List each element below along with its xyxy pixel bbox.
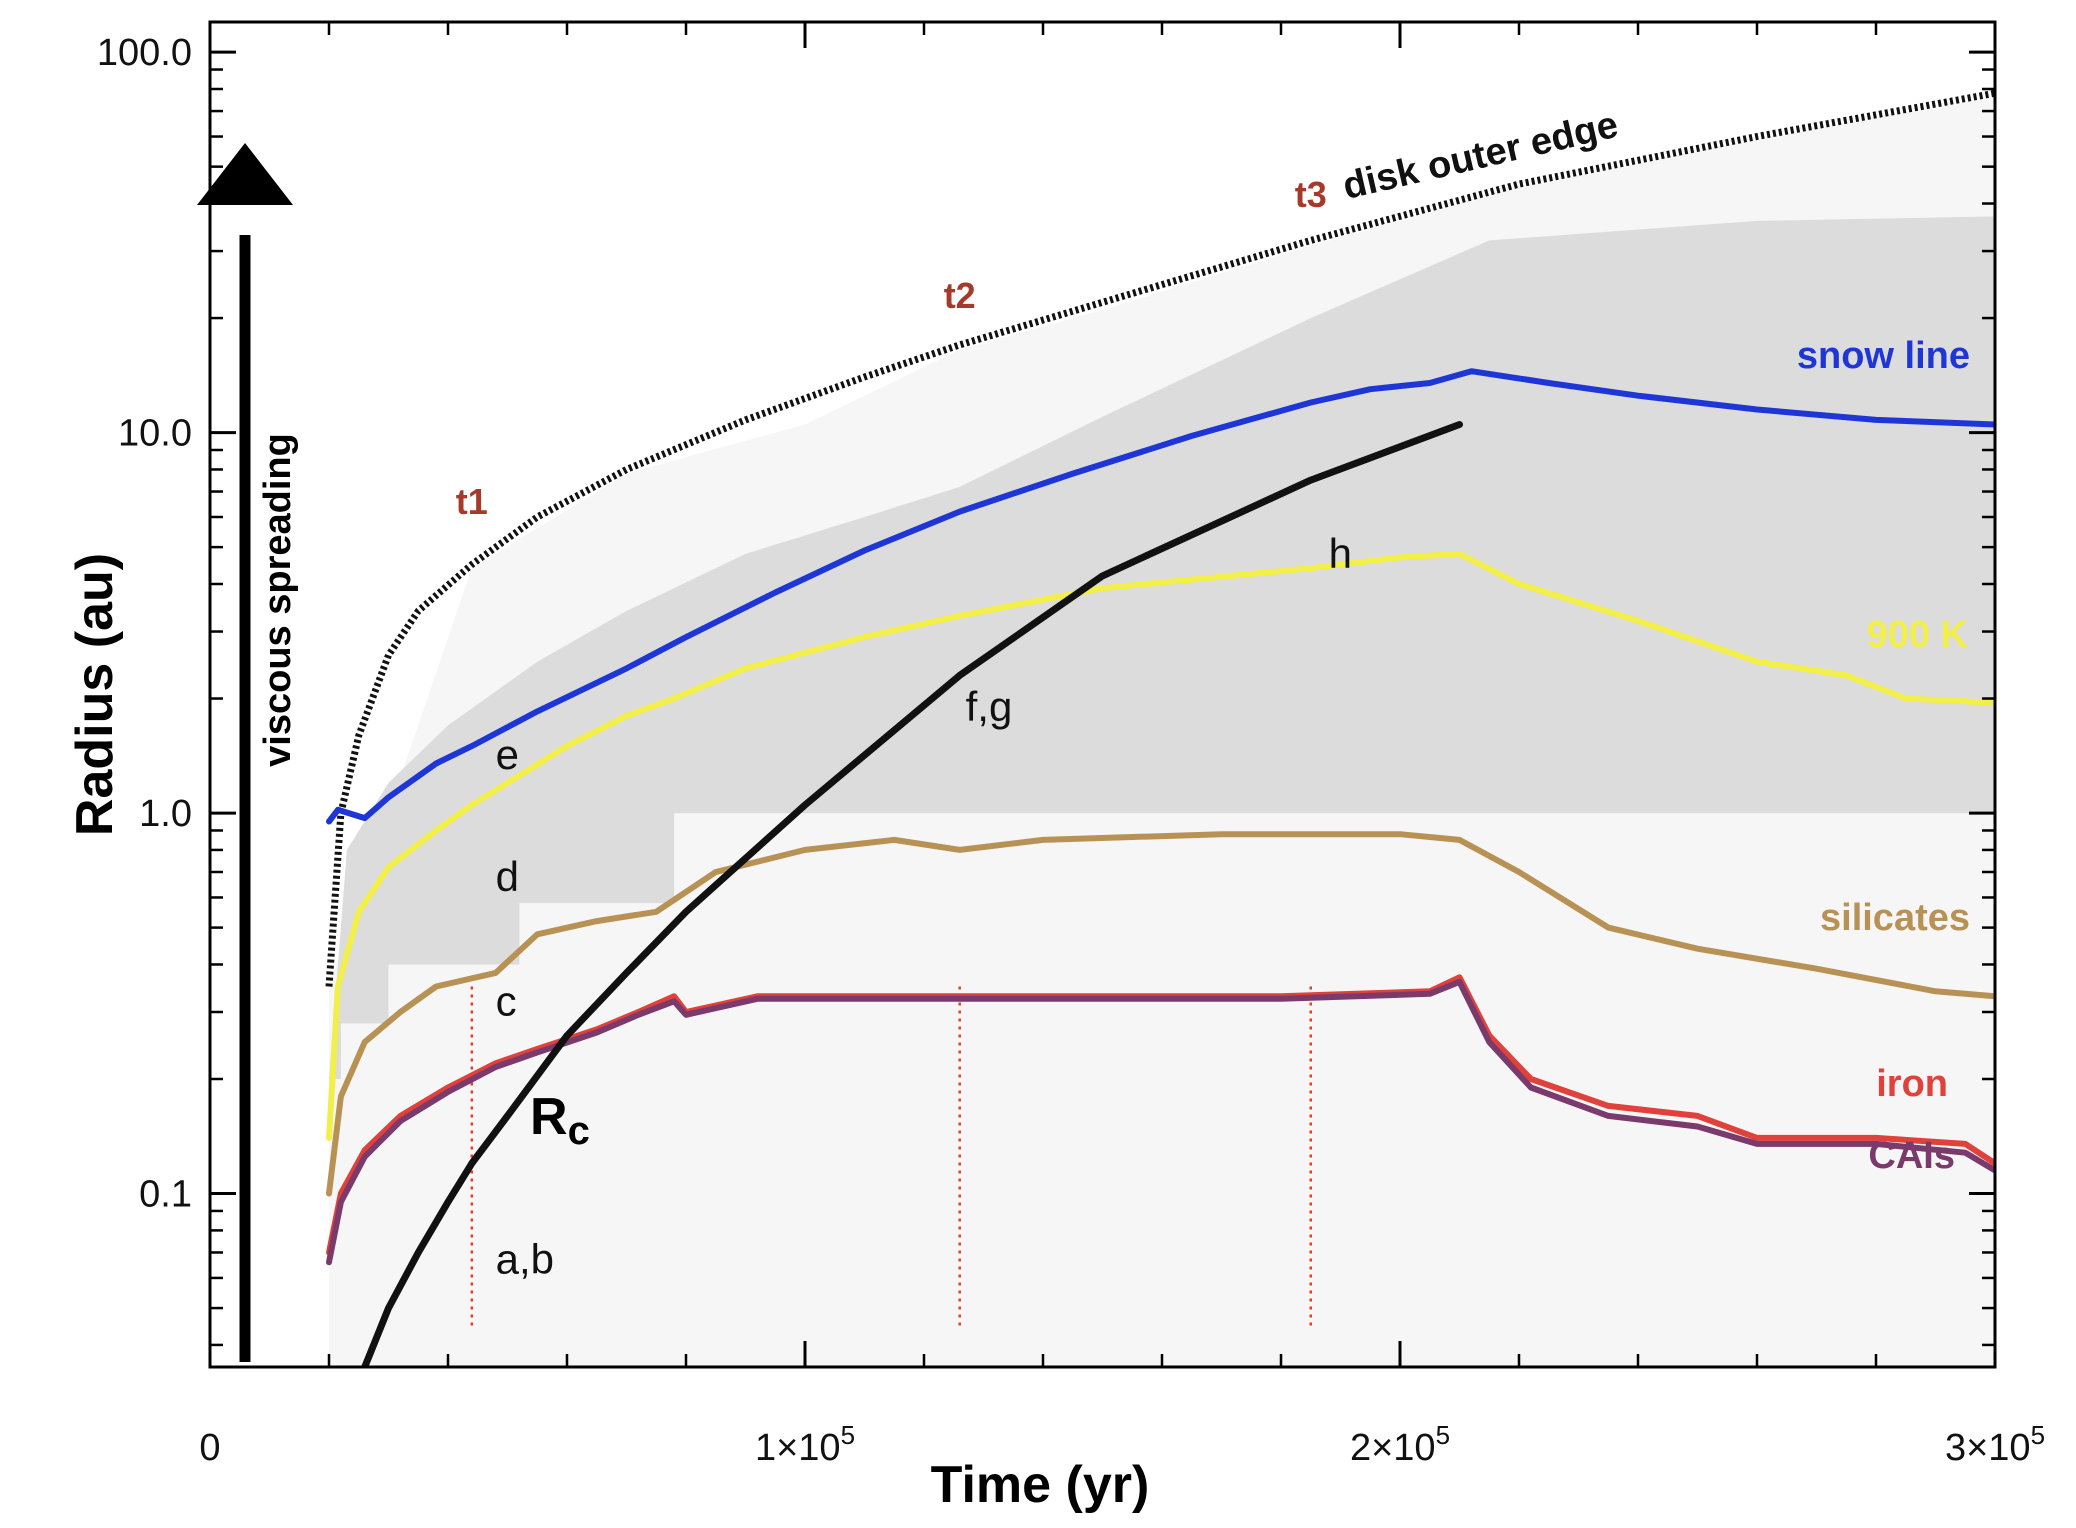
y-tick-label: 0.1: [139, 1174, 192, 1216]
x-tick-label-exponent: 5: [841, 1420, 855, 1450]
series-label-rc: Rc: [530, 1088, 590, 1153]
annotation-fg: f,g: [966, 683, 1013, 730]
x-axis-title: Time (yr): [931, 1456, 1150, 1514]
x-tick-label-base: 2×10: [1350, 1427, 1436, 1469]
x-tick-label: 0: [199, 1427, 220, 1469]
series-label-silicates: silicates: [1820, 897, 1970, 939]
annotation-e: e: [496, 731, 519, 778]
x-tick-label: 2×105: [1350, 1420, 1450, 1469]
series-line-cais: [326, 978, 1995, 1266]
y-tick-label: 1.0: [139, 793, 192, 835]
x-tick-label-exponent: 5: [1436, 1420, 1450, 1450]
series-label-snow-line: snow line: [1797, 335, 1970, 377]
x-tick-label-base: 1×10: [755, 1427, 841, 1469]
annotation-d: d: [496, 853, 519, 900]
series-line-disk-outer-edge: [325, 89, 1995, 987]
y-tick-label: 10.0: [118, 413, 192, 455]
x-tick-label-base: 3×10: [1945, 1427, 2031, 1469]
plot-frame: [208, 20, 1997, 1369]
rc-label-main: R: [530, 1088, 568, 1146]
series-line-rc: [361, 421, 1463, 1367]
arrow-head-icon: [197, 143, 293, 205]
time-marker-label-t1: t1: [456, 481, 488, 522]
x-tick-label: 1×105: [755, 1420, 855, 1469]
series-label-cais: CAIs: [1868, 1135, 1955, 1177]
series-label-iron: iron: [1876, 1063, 1948, 1105]
y-tick-label: 100.0: [97, 32, 192, 74]
shaded-region-1: [329, 216, 1995, 1079]
arrow-label: viscous spreading: [257, 433, 299, 767]
time-marker-label-t3: t3: [1295, 174, 1327, 215]
time-marker-label-t2: t2: [944, 275, 976, 316]
x-tick-label-base: 0: [199, 1427, 220, 1469]
rc-label-subscript: c: [568, 1109, 590, 1153]
annotation-ab: a,b: [496, 1236, 554, 1283]
x-tick-label-exponent: 5: [2031, 1420, 2045, 1450]
annotation-h: h: [1329, 530, 1352, 577]
y-axis-title: Radius (au): [66, 553, 124, 836]
x-tick-label: 3×105: [1945, 1420, 2045, 1469]
series-label-900-k: 900 K: [1867, 614, 1969, 656]
annotation-c: c: [496, 977, 517, 1024]
series-line-silicates: [326, 831, 1995, 1197]
series-line-snow-line: [326, 368, 1995, 825]
series-line-900-k: [326, 550, 1995, 1141]
